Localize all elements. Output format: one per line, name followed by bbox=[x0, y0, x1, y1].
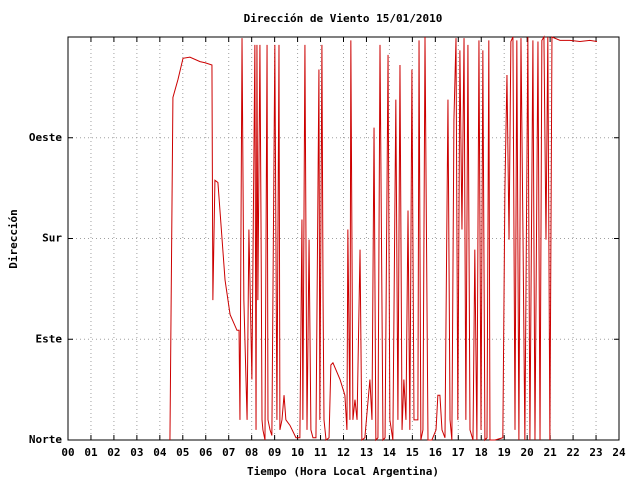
plot-frame bbox=[67, 36, 620, 441]
y-tick-label: Oeste bbox=[29, 131, 62, 144]
y-tick-label: Sur bbox=[42, 232, 62, 245]
x-tick-label: 24 bbox=[612, 446, 626, 459]
x-tick-label: 02 bbox=[107, 446, 120, 459]
x-tick-label: 12 bbox=[337, 446, 350, 459]
x-tick-label: 15 bbox=[406, 446, 419, 459]
x-tick-label: 07 bbox=[222, 446, 235, 459]
x-tick-label: 14 bbox=[383, 446, 397, 459]
x-tick-label: 05 bbox=[176, 446, 189, 459]
chart-title: Dirección de Viento 15/01/2010 bbox=[244, 12, 443, 25]
y-tick-label: Este bbox=[36, 332, 63, 345]
x-tick-label: 18 bbox=[475, 446, 488, 459]
x-tick-label: 11 bbox=[314, 446, 328, 459]
x-tick-label: 01 bbox=[84, 446, 98, 459]
x-tick-label: 13 bbox=[360, 446, 373, 459]
x-axis-label: Tiempo (Hora Local Argentina) bbox=[247, 465, 439, 478]
y-tick-label: Norte bbox=[29, 433, 62, 446]
x-tick-label: 10 bbox=[291, 446, 304, 459]
x-tick-label: 19 bbox=[498, 446, 511, 459]
x-tick-label: 17 bbox=[452, 446, 465, 459]
x-tick-label: 08 bbox=[245, 446, 258, 459]
x-tick-label: 09 bbox=[268, 446, 281, 459]
x-tick-label: 22 bbox=[566, 446, 579, 459]
data-line bbox=[169, 35, 598, 442]
x-tick-label: 06 bbox=[199, 446, 213, 459]
x-tick-label: 21 bbox=[544, 446, 558, 459]
x-tick-label: 04 bbox=[153, 446, 167, 459]
x-tick-label: 00 bbox=[61, 446, 74, 459]
y-axis-label: Dirección bbox=[7, 209, 20, 269]
x-tick-label: 23 bbox=[589, 446, 602, 459]
x-tick-label: 16 bbox=[429, 446, 443, 459]
x-tick-label: 20 bbox=[521, 446, 534, 459]
x-tick-label: 03 bbox=[130, 446, 143, 459]
